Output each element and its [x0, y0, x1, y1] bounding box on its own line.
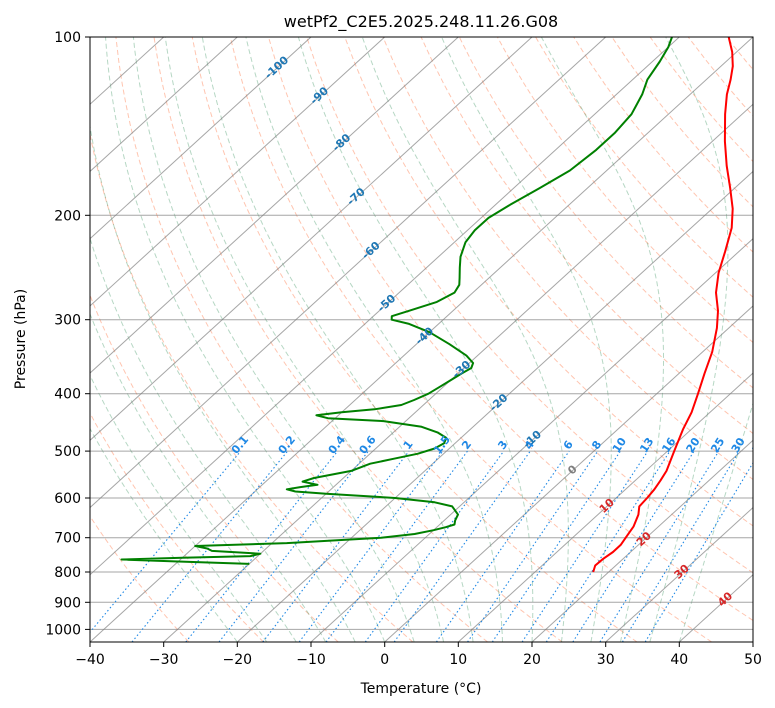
y-tick-label: 900 [54, 595, 81, 611]
moist-adiabat [201, 37, 474, 642]
isotherm [384, 305, 753, 642]
x-tick-label: −30 [149, 652, 179, 668]
mixing-ratio-line [644, 461, 753, 642]
temperature-profile [592, 37, 734, 573]
moist-adiabat [441, 37, 612, 642]
chart-title: wetPf2_C2E5.2025.248.11.26.G08 [284, 12, 558, 32]
mixing-ratio-line [467, 450, 599, 642]
y-axis: 1000 900 800 700 600 500 400 300 200 100 [45, 30, 90, 638]
y-tick-label: 100 [54, 30, 81, 46]
mixing-ratio-line [435, 450, 570, 642]
moist-adiabat [361, 37, 569, 642]
isotherm [90, 37, 386, 307]
moist-adiabat [297, 37, 534, 642]
profile-lines [120, 37, 734, 573]
x-tick-label: 50 [744, 652, 762, 668]
x-axis: −40 −30 −20 −10 0 10 20 30 40 50 [75, 642, 762, 668]
isotherm [531, 439, 753, 642]
isotherm [605, 506, 753, 642]
mixing-ratio-line [90, 450, 242, 634]
dewpoint-profile [120, 37, 673, 565]
isotherm [310, 237, 753, 642]
y-axis-label: Pressure (hPa) [13, 289, 29, 389]
mixing-ratio-line [185, 450, 339, 642]
mixing-ratio-line [393, 450, 531, 642]
moist-adiabat [245, 37, 503, 642]
mixing-ratio-line [599, 450, 720, 642]
dry-adiabat [535, 37, 753, 298]
y-tick-label: 400 [54, 387, 81, 403]
mixing-ratio-line [572, 450, 695, 642]
x-tick-label: 40 [670, 652, 688, 668]
isotherm [236, 170, 753, 642]
mixing-ratio-line [218, 450, 369, 642]
moist-adiabat [90, 312, 297, 642]
moist-adiabat [678, 401, 753, 642]
dry-adiabat [191, 37, 638, 642]
background-lines [90, 37, 753, 642]
x-tick-label: 20 [523, 652, 541, 668]
y-tick-label: 800 [54, 565, 81, 581]
dry-adiabat [306, 37, 753, 574]
dry-adiabat [268, 37, 753, 622]
dry-adiabat [153, 37, 563, 642]
isotherm [90, 37, 753, 642]
dry-adiabat [382, 37, 753, 481]
y-tick-label: 1000 [45, 622, 81, 638]
y-tick-label: 300 [54, 313, 81, 329]
moist-adiabat [90, 374, 268, 642]
isotherm [90, 37, 533, 442]
y-tick-label: 700 [54, 531, 81, 547]
x-tick-label: −10 [296, 652, 326, 668]
moist-adiabat [164, 37, 445, 642]
in-plot-labels: 0.10.20.40.611.52346810131620253036-100-… [229, 53, 769, 609]
mixing-ratio-line [262, 450, 410, 642]
isotherm [90, 37, 680, 576]
plot-frame [89, 36, 754, 643]
moist-adiabat [132, 37, 415, 642]
dry-adiabat [420, 37, 753, 435]
x-tick-label: 30 [597, 652, 615, 668]
x-tick-label: 10 [449, 652, 467, 668]
mixing-ratio-label: 36 [750, 435, 769, 455]
moist-adiabat [649, 37, 729, 642]
x-tick-label: 0 [380, 652, 389, 668]
isotherm [90, 37, 238, 173]
x-axis-label: Temperature (°C) [360, 681, 482, 697]
isotherm [90, 37, 312, 240]
isotherm [90, 37, 607, 509]
dry-adiabat [496, 37, 753, 344]
moist-adiabat [90, 236, 327, 642]
dry-adiabat [90, 412, 264, 642]
isotherm [90, 37, 459, 374]
y-tick-label: 500 [54, 444, 81, 460]
y-tick-label: 200 [54, 208, 81, 224]
moist-adiabat [90, 427, 238, 642]
x-tick-label: −40 [75, 652, 105, 668]
moist-adiabat [90, 123, 356, 642]
mixing-ratio-line [621, 450, 740, 642]
y-tick-label: 600 [54, 491, 81, 507]
moist-adiabat [540, 37, 664, 642]
mixing-ratio-line [131, 450, 289, 642]
isotherm [163, 103, 753, 642]
isotherm [457, 372, 753, 642]
mixing-ratio-line [364, 450, 505, 642]
x-tick-label: −20 [223, 652, 253, 668]
dry-adiabat [115, 37, 488, 642]
